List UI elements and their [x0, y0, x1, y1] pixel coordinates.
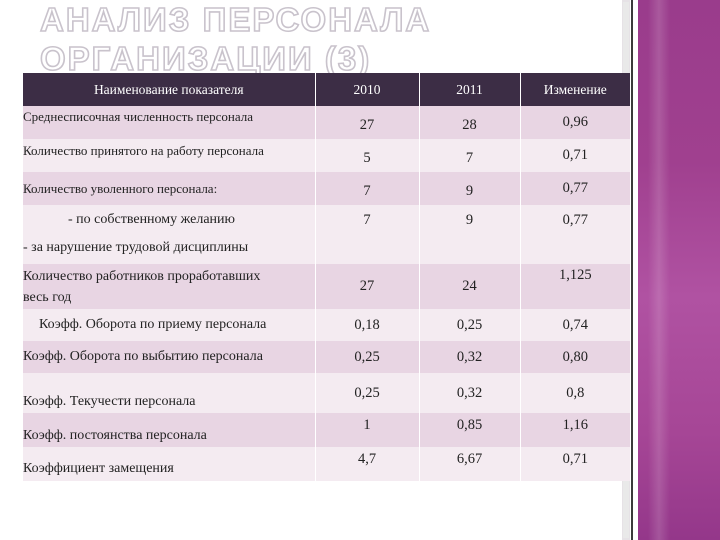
- table-row: Количество уволенного персонала: 7 9 0,7…: [23, 172, 630, 205]
- table-row: Среднесписочная численность персонала 27…: [23, 106, 630, 139]
- row-label: Коэфф. Текучести персонала: [23, 373, 316, 413]
- row-label: Количество работников проработавших весь…: [23, 264, 316, 309]
- cell-change: 1,125: [520, 264, 630, 309]
- table-row: Коэффициент замещения 4,7 6,67 0,71: [23, 447, 630, 481]
- row-label-own-will: - по собственному желанию: [68, 212, 235, 227]
- cell-change: 0,71: [520, 447, 630, 481]
- cell-2011: 0,25: [419, 309, 521, 341]
- row-label: Коэфф. Оборота по выбытию персонала: [23, 341, 316, 373]
- table-header-row: Наименование показателя 2010 2011 Измене…: [23, 73, 630, 106]
- table-row: - по собственному желанию - за нарушение…: [23, 205, 630, 264]
- row-label: Коэфф. Оборота по приему персонала: [23, 309, 316, 341]
- cell-2011: 24: [419, 264, 521, 309]
- cell-change: 0,74: [520, 309, 630, 341]
- scrollbar-edge: [631, 0, 633, 540]
- slide-title: АНАЛИЗ ПЕРСОНАЛА ОРГАНИЗАЦИИ (3): [39, 0, 432, 78]
- cell-2010: 0,25: [315, 341, 420, 373]
- cell-change: 1,16: [520, 413, 630, 447]
- table-row: Коэфф. Текучести персонала 0,25 0,32 0,8: [23, 373, 630, 413]
- cell-change: 0,77: [520, 172, 630, 205]
- cell-2011: 28: [419, 106, 521, 139]
- header-2010: 2010: [315, 73, 420, 106]
- cell-2010: 27: [315, 264, 420, 309]
- cell-2010: 7: [315, 205, 420, 264]
- cell-change: 0,71: [520, 139, 630, 172]
- cell-2010: 0,25: [315, 373, 420, 413]
- header-2011: 2011: [419, 73, 521, 106]
- header-change: Изменение: [520, 73, 630, 106]
- row-label: Среднесписочная численность персонала: [23, 106, 316, 139]
- personnel-analysis-table: Наименование показателя 2010 2011 Измене…: [23, 73, 630, 481]
- header-indicator-name: Наименование показателя: [23, 73, 316, 106]
- cell-2011: 9: [419, 172, 521, 205]
- cell-2011: 7: [419, 139, 521, 172]
- decorative-side-bar: [638, 0, 720, 540]
- cell-change: 0,77: [520, 205, 630, 264]
- cell-2010: 7: [315, 172, 420, 205]
- cell-2010: 0,18: [315, 309, 420, 341]
- cell-2011: 6,67: [419, 447, 521, 481]
- cell-2010: 27: [315, 106, 420, 139]
- row-label: - по собственному желанию - за нарушение…: [23, 205, 316, 264]
- table-row: Коэфф. Оборота по приему персонала 0,18 …: [23, 309, 630, 341]
- cell-change: 0,96: [520, 106, 630, 139]
- cell-2010: 4,7: [315, 447, 420, 481]
- cell-2011: 0,32: [419, 373, 521, 413]
- slide-title-line-2: ОРГАНИЗАЦИИ (3): [39, 39, 372, 78]
- cell-2010: 5: [315, 139, 420, 172]
- row-label-discipline: - за нарушение трудовой дисциплины: [23, 240, 249, 255]
- table-row: Количество принятого на работу персонала…: [23, 139, 630, 172]
- cell-change: 0,8: [520, 373, 630, 413]
- slide-title-line-1: АНАЛИЗ ПЕРСОНАЛА: [39, 0, 432, 39]
- table-row: Коэфф. постоянства персонала 1 0,85 1,16: [23, 413, 630, 447]
- cell-2011: 9: [419, 205, 521, 264]
- cell-2011: 0,32: [419, 341, 521, 373]
- cell-2010: 1: [315, 413, 420, 447]
- cell-2011: 0,85: [419, 413, 521, 447]
- row-label: Коэффициент замещения: [23, 447, 316, 481]
- cell-change: 0,80: [520, 341, 630, 373]
- side-bar-highlight: [648, 0, 670, 540]
- row-label: Коэфф. постоянства персонала: [23, 413, 316, 447]
- table-row: Коэфф. Оборота по выбытию персонала 0,25…: [23, 341, 630, 373]
- row-label: Количество уволенного персонала:: [23, 172, 316, 205]
- row-label: Количество принятого на работу персонала: [23, 139, 316, 172]
- table-row: Количество работников проработавших весь…: [23, 264, 630, 309]
